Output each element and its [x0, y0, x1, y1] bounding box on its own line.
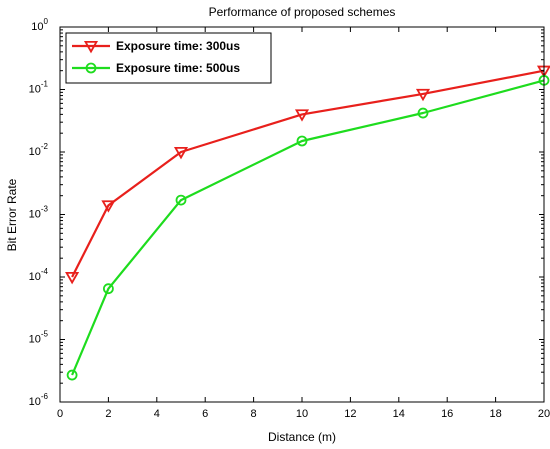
- chart-title: Performance of proposed schemes: [209, 5, 396, 19]
- y-tick-label: 10-1: [29, 80, 49, 96]
- x-tick-label: 8: [251, 408, 257, 420]
- data-point: [66, 369, 78, 381]
- data-point: [175, 194, 187, 206]
- x-tick-label: 10: [296, 408, 308, 420]
- series-line: [71, 69, 545, 278]
- data-point: [296, 135, 308, 147]
- legend-marker: [85, 62, 97, 74]
- y-tick-label: 100: [31, 17, 48, 33]
- x-tick-label: 16: [441, 408, 453, 420]
- data-point: [173, 146, 189, 160]
- plot-area: [60, 27, 544, 402]
- x-axis-title: Distance (m): [268, 430, 336, 444]
- series-2: [66, 74, 550, 381]
- legend-label: Exposure time: 300us: [116, 39, 240, 53]
- x-tick-label: 2: [105, 408, 111, 420]
- y-tick-label: 10-3: [29, 205, 49, 221]
- tick-layer: 0 2 4 6 8 10 12 14 16 18 20 100 10-1 10-2 10-3 10-4 10-5…: [29, 17, 550, 420]
- data-point: [417, 107, 429, 119]
- series-layer: [65, 65, 550, 381]
- x-tick-label: 12: [344, 408, 356, 420]
- x-tick-label: 0: [57, 408, 63, 420]
- x-tick-label: 20: [538, 408, 550, 420]
- y-tick-label: 10-4: [29, 267, 49, 283]
- legend-box: [65, 32, 272, 84]
- y-tick-label: 10-2: [29, 142, 49, 158]
- x-tick-label: 6: [202, 408, 208, 420]
- data-point: [101, 200, 116, 213]
- data-point: [65, 271, 80, 285]
- x-tick-label: 4: [154, 408, 160, 420]
- data-point: [103, 283, 114, 295]
- y-tick-label: 10-5: [29, 330, 49, 346]
- x-tick-label: 18: [489, 408, 501, 420]
- series-line: [71, 79, 545, 376]
- legend: Exposure time: 300us Exposure time: 500us: [65, 32, 272, 84]
- legend-marker: [83, 40, 99, 54]
- series-1: [65, 65, 550, 285]
- legend-label: Exposure time: 500us: [116, 61, 240, 75]
- y-tick-label: 10-6: [29, 392, 49, 408]
- data-point: [294, 109, 310, 122]
- y-axis-title: Bit Error Rate: [5, 178, 19, 251]
- x-tick-label: 14: [393, 408, 405, 420]
- data-point: [415, 88, 431, 102]
